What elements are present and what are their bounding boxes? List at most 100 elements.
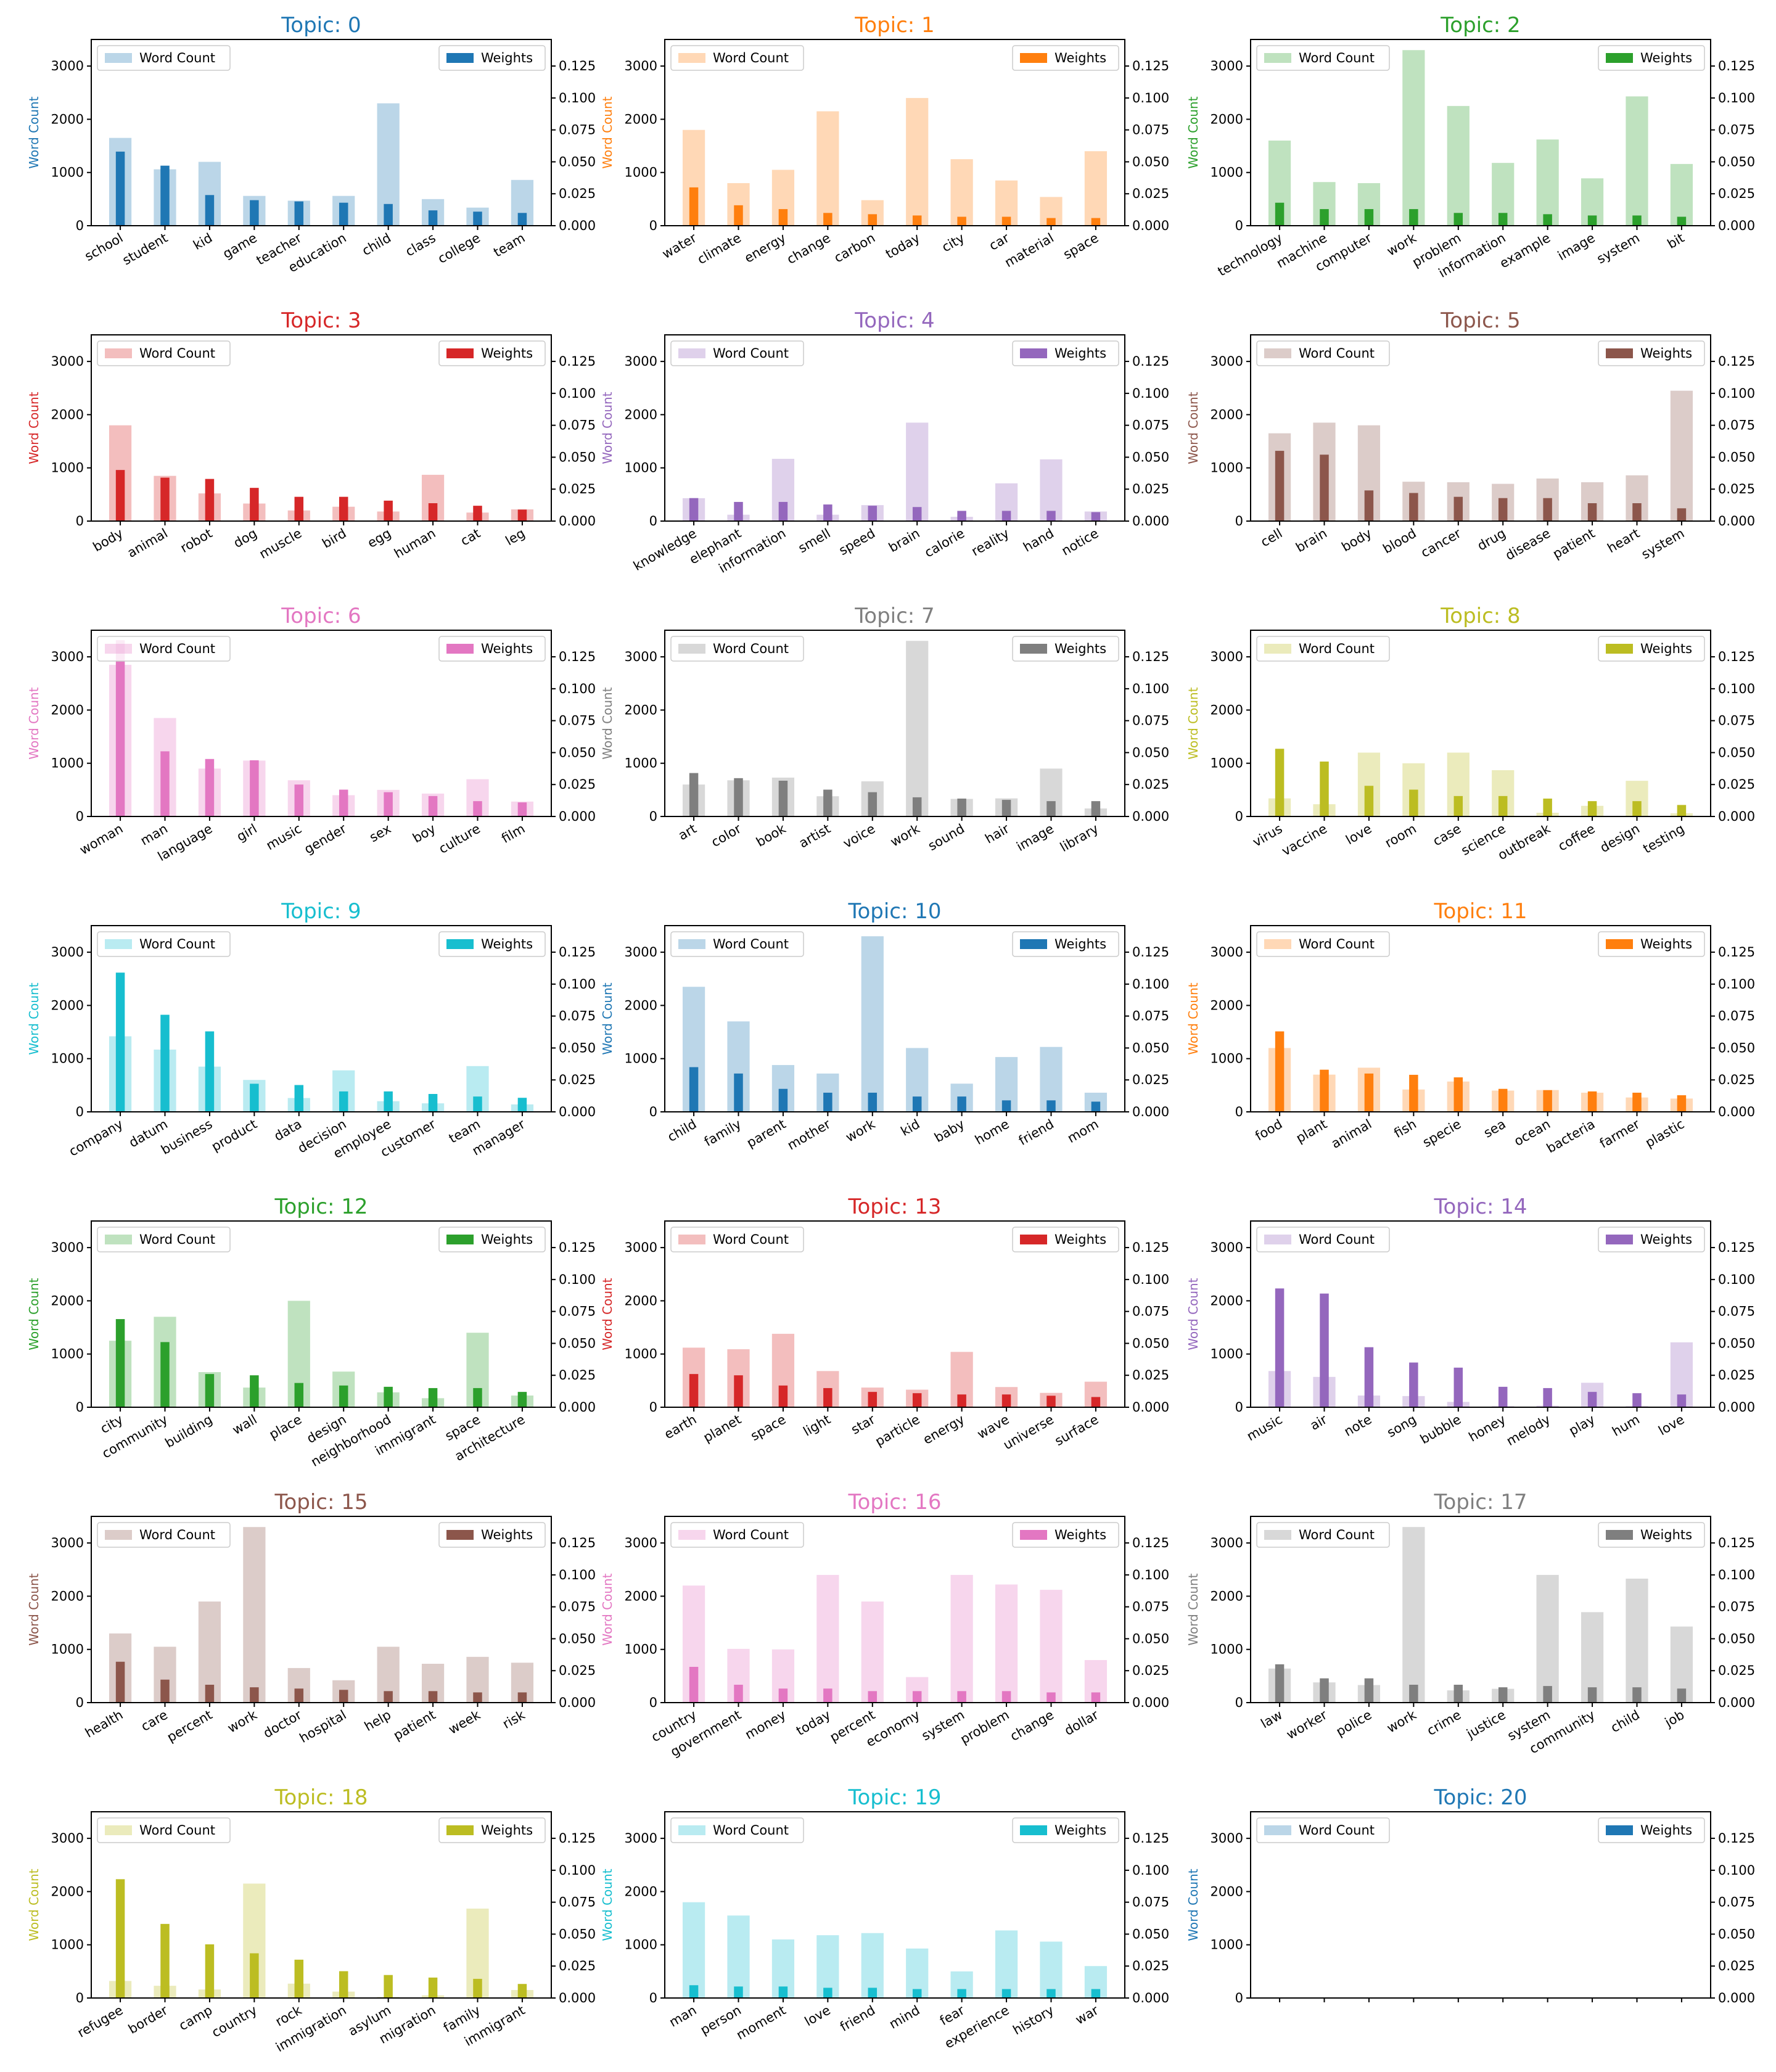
count-tick-label: 3000 [1211, 945, 1243, 960]
weight-bar-cat [473, 506, 482, 521]
weight-tick-label: 0.075 [1718, 1600, 1755, 1614]
x-tick-label-case: case [1430, 821, 1463, 849]
weight-tick-label: 0.000 [559, 514, 596, 528]
weight-bar-war [1091, 1989, 1101, 1998]
weight-tick-label: 0.075 [1132, 418, 1169, 433]
weight-tick-label: 0.125 [1718, 1240, 1755, 1255]
weight-tick-label: 0.000 [1718, 1400, 1755, 1415]
legend-swatch [1020, 1825, 1047, 1835]
legend-label: Word Count [713, 937, 789, 952]
x-tick-label-music: music [1244, 1412, 1285, 1444]
weight-tick-label: 0.125 [1718, 354, 1755, 369]
x-tick-label-speed: speed [836, 526, 878, 559]
x-tick-label-carbon: carbon [831, 231, 878, 266]
weight-bar-home [1001, 1100, 1011, 1112]
x-tick-label-child: child [360, 231, 393, 259]
legend-label: Weights [1640, 1823, 1692, 1838]
count-tick-label: 2000 [51, 1293, 84, 1308]
topic-panel-6: Topic: 6 Word Count 0 1000 2000 3000 0.000 0.02… [27, 604, 596, 864]
weight-bar-brain [1320, 454, 1329, 521]
count-tick-label: 3000 [625, 1240, 657, 1255]
legend-box [1598, 340, 1705, 366]
panel-title: Topic: 5 [1440, 308, 1520, 333]
weight-bar-fear [957, 1989, 966, 1998]
count-tick-label: 2000 [51, 1589, 84, 1603]
count-tick-label: 1000 [625, 1642, 657, 1657]
topic-panel-4: Topic: 4 Word Count 0 1000 2000 3000 0.000 0.02… [600, 308, 1169, 576]
count-tick-label: 0 [649, 1695, 657, 1710]
weight-bar-community [160, 1342, 170, 1407]
weight-bar-information [778, 501, 788, 521]
weight-bar-book [778, 781, 788, 816]
legend-label: Word Count [1299, 51, 1375, 65]
topic-panel-15: Topic: 15 Word Count 0 1000 2000 3000 0.000 0.0… [27, 1490, 596, 1746]
legend-box [438, 1522, 546, 1548]
legend-swatch [105, 1235, 132, 1244]
weight-bar-hair [1001, 800, 1011, 816]
legend-box [1012, 340, 1119, 366]
weight-tick-label: 0.050 [1718, 1336, 1755, 1350]
left-axis-label: Word Count [1186, 1573, 1201, 1645]
weight-tick-label: 0.050 [1132, 1040, 1169, 1055]
legend-box [1012, 1522, 1119, 1548]
x-tick-label-brain: brain [1293, 526, 1330, 556]
legend-swatch [1020, 1530, 1047, 1540]
weight-tick-label: 0.075 [1718, 123, 1755, 138]
weight-tick-label: 0.000 [1718, 1991, 1755, 2005]
weight-tick-label: 0.050 [559, 1926, 596, 1941]
legend-label: Weights [1054, 346, 1106, 361]
weight-bar-muscle [294, 496, 304, 521]
weight-tick-label: 0.075 [1718, 1009, 1755, 1024]
legend-swatch [678, 348, 705, 358]
legend-label: Weights [1054, 641, 1106, 656]
legend-swatch [1020, 53, 1047, 63]
x-tick-label-specie: specie [1420, 1117, 1463, 1151]
x-tick-label-muscle: muscle [257, 526, 304, 562]
x-tick-label-game: game [220, 231, 260, 262]
left-axis-label: Word Count [27, 392, 41, 464]
count-bar-problem [995, 1584, 1018, 1703]
x-tick-label-climate: climate [695, 231, 744, 268]
x-tick-label-love: love [802, 2003, 833, 2029]
count-tick-label: 1000 [1211, 1938, 1243, 1952]
weight-bar-country [689, 1667, 699, 1703]
weight-tick-label: 0.025 [1132, 482, 1169, 496]
weight-bar-law [1275, 1664, 1285, 1703]
weight-tick-label: 0.000 [559, 1400, 596, 1415]
count-tick-label: 2000 [51, 998, 84, 1013]
legend-label: Word Count [713, 51, 789, 65]
count-tick-label: 1000 [51, 1051, 84, 1066]
legend-label: Word Count [139, 51, 215, 65]
legend-word-count: Word Count [97, 1227, 231, 1252]
weight-tick-label: 0.075 [1132, 1895, 1169, 1910]
count-tick-label: 3000 [625, 945, 657, 960]
weight-bar-bird [339, 496, 348, 521]
weight-bar-game [250, 200, 259, 226]
weight-bar-place [294, 1383, 304, 1407]
weight-tick-label: 0.125 [1132, 354, 1169, 369]
legend-swatch [1264, 348, 1291, 358]
weight-bar-child [689, 1067, 699, 1112]
weight-tick-label: 0.100 [559, 1272, 596, 1287]
legend-swatch [678, 53, 705, 63]
weight-tick-label: 0.000 [1718, 514, 1755, 528]
topic-panel-16: Topic: 16 Word Count 0 1000 2000 3000 0.000 0.0… [600, 1490, 1169, 1759]
x-tick-label-school: school [82, 231, 125, 264]
weight-tick-label: 0.025 [1132, 1072, 1169, 1087]
weight-tick-label: 0.100 [1718, 1272, 1755, 1287]
legend-swatch [678, 1235, 705, 1244]
weight-bar-team [517, 213, 527, 226]
weight-bar-outbreak [1543, 799, 1552, 816]
x-tick-label-melody: melody [1504, 1412, 1553, 1449]
left-axis-label: Word Count [1186, 96, 1201, 168]
weight-tick-label: 0.075 [1718, 713, 1755, 728]
x-tick-label-class: class [403, 231, 438, 260]
x-tick-label-plant: plant [1294, 1117, 1330, 1146]
count-tick-label: 0 [76, 1991, 84, 2005]
legend-weights: Weights [1012, 1227, 1119, 1252]
x-tick-label-testing: testing [1640, 821, 1687, 857]
legend-box [1012, 45, 1119, 71]
x-tick-label-film: film [499, 821, 527, 847]
x-tick-label-song: song [1384, 1412, 1419, 1441]
weight-tick-label: 0.100 [559, 91, 596, 105]
